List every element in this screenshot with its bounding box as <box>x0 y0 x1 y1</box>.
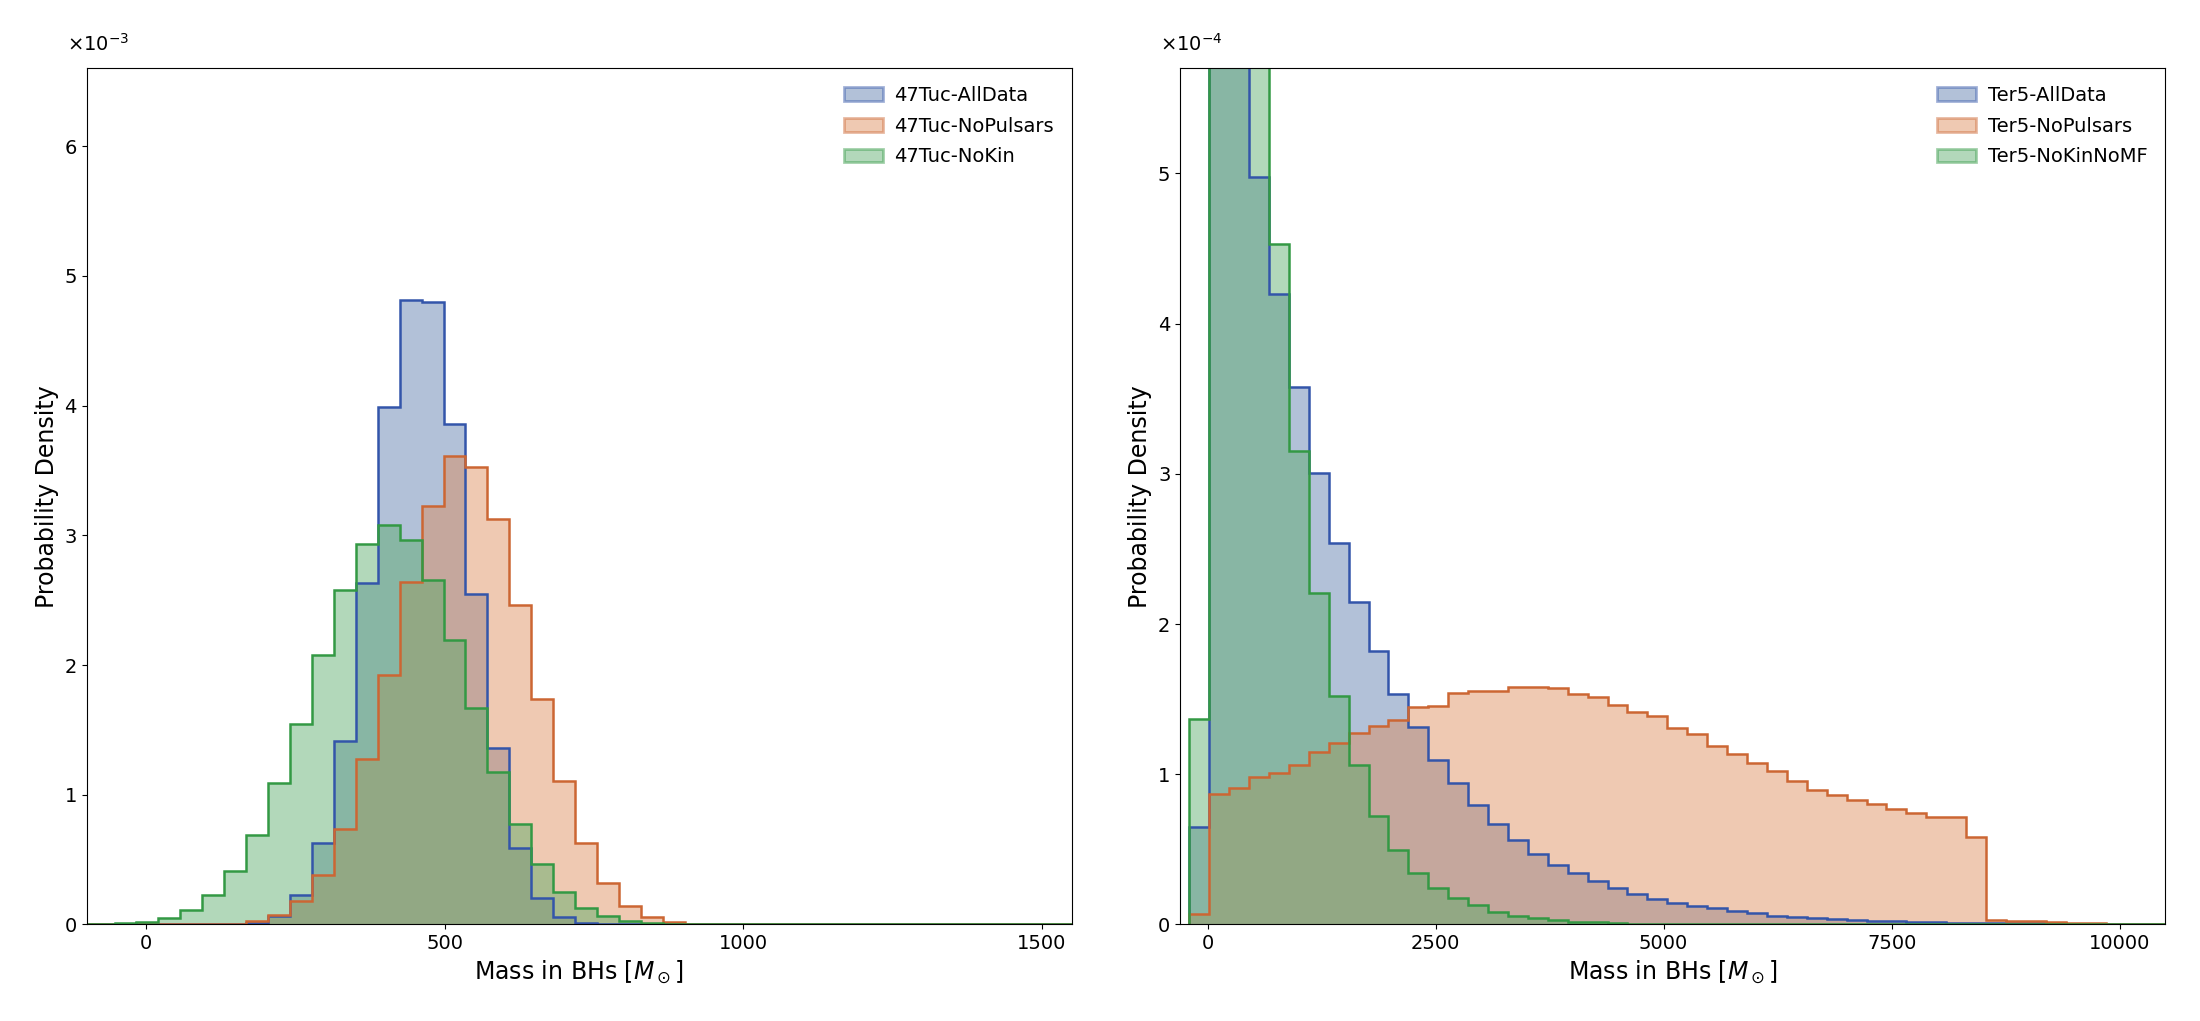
Y-axis label: Probability Density: Probability Density <box>35 385 59 607</box>
Polygon shape <box>26 300 1102 924</box>
Text: $\times10^{-4}$: $\times10^{-4}$ <box>1159 34 1223 55</box>
Y-axis label: Probability Density: Probability Density <box>1129 385 1153 607</box>
Text: $\times10^{-3}$: $\times10^{-3}$ <box>66 34 130 55</box>
X-axis label: Mass in BHs [$M_\odot$]: Mass in BHs [$M_\odot$] <box>1569 959 1778 986</box>
Legend: Ter5-AllData, Ter5-NoPulsars, Ter5-NoKinNoMF: Ter5-AllData, Ter5-NoPulsars, Ter5-NoKin… <box>1929 78 2156 174</box>
Polygon shape <box>1190 0 2165 924</box>
Polygon shape <box>1190 687 2165 924</box>
Polygon shape <box>26 456 1102 924</box>
Legend: 47Tuc-AllData, 47Tuc-NoPulsars, 47Tuc-NoKin: 47Tuc-AllData, 47Tuc-NoPulsars, 47Tuc-No… <box>836 78 1063 174</box>
Polygon shape <box>26 526 1102 924</box>
Polygon shape <box>1190 0 2165 924</box>
X-axis label: Mass in BHs [$M_\odot$]: Mass in BHs [$M_\odot$] <box>475 959 684 986</box>
